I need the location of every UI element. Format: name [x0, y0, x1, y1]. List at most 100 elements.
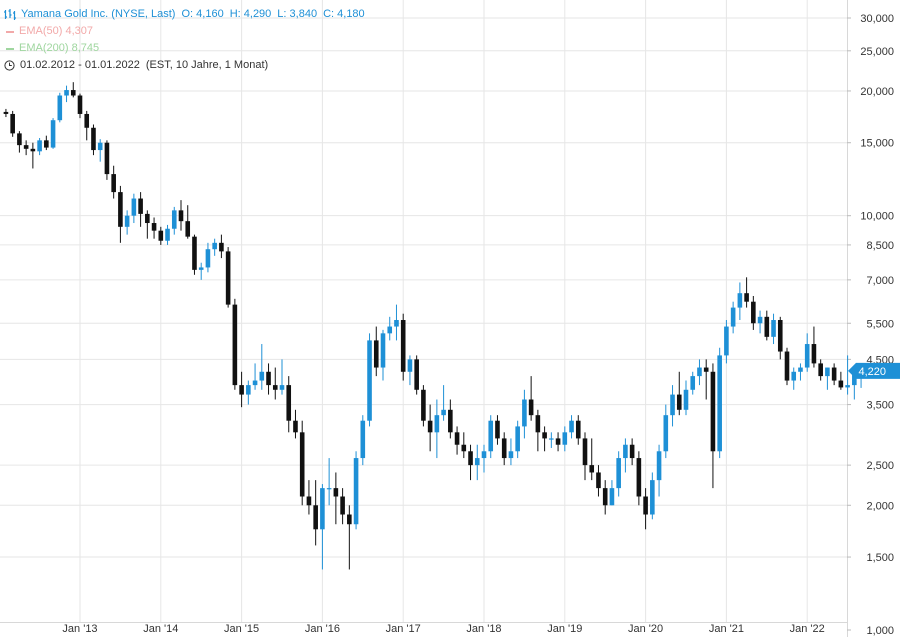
candle: [582, 438, 588, 466]
symbol-row: Yamana Gold Inc. (NYSE, Last) O: 4,160 H…: [4, 6, 365, 23]
candle: [97, 142, 103, 151]
candle: [724, 326, 729, 356]
y-tick-label: 10,000: [860, 211, 894, 223]
ema50-swatch: [6, 30, 14, 33]
close-label: C:: [323, 8, 335, 20]
candle: [219, 242, 224, 252]
y-tick-label: 8,500: [866, 240, 894, 252]
candle: [171, 210, 177, 229]
low-value: 3,840: [289, 8, 318, 20]
candle: [636, 458, 642, 497]
candle: [730, 307, 736, 327]
candle: [178, 210, 184, 222]
candle: [427, 420, 433, 433]
candle: [495, 420, 500, 439]
candle: [468, 451, 473, 466]
ema200-legend[interactable]: EMA(200) 8,745: [4, 40, 365, 57]
candle: [811, 344, 817, 364]
candle: [535, 415, 541, 433]
candle: [293, 420, 298, 433]
candle: [57, 95, 63, 121]
candle: [326, 488, 332, 490]
candle: [37, 140, 42, 152]
x-tick-label: Jan '14: [143, 623, 178, 635]
candle: [555, 438, 561, 445]
candle: [804, 344, 810, 368]
candle: [683, 389, 689, 410]
candle: [616, 458, 621, 489]
candle: [751, 301, 756, 324]
candles-group: [3, 82, 864, 570]
candle: [596, 472, 601, 489]
y-tick-label: 1,500: [866, 552, 894, 564]
candle: [259, 371, 265, 381]
y-tick-label: 20,000: [860, 86, 894, 98]
candle: [165, 228, 170, 241]
candle: [791, 371, 797, 381]
candle: [306, 496, 312, 506]
candle: [44, 140, 49, 148]
candle: [138, 198, 143, 214]
candle: [23, 145, 29, 149]
candle: [400, 320, 406, 372]
candle: [185, 221, 191, 237]
candle: [690, 376, 696, 390]
ema50-label: EMA(50): [19, 25, 63, 37]
candle: [320, 488, 325, 530]
candle: [488, 420, 494, 452]
candle: [30, 148, 36, 152]
candle: [629, 444, 635, 459]
x-tick-label: Jan '20: [628, 623, 663, 635]
clock-icon: [4, 60, 15, 71]
bar-chart-icon[interactable]: [4, 9, 16, 20]
candle: [407, 359, 413, 372]
candle: [818, 363, 823, 377]
candle: [831, 367, 837, 381]
y-tick-label: 3,500: [866, 400, 894, 412]
candle: [569, 420, 574, 433]
candle: [50, 120, 56, 148]
y-tick-label: 7,000: [866, 275, 894, 287]
close-value: 4,180: [337, 8, 365, 20]
candle: [239, 385, 244, 395]
candle: [508, 451, 514, 459]
candle: [340, 496, 345, 515]
candle: [286, 385, 292, 421]
candle: [17, 133, 22, 146]
candle: [602, 488, 608, 506]
candle: [522, 399, 527, 427]
ema200-value: 8,745: [71, 42, 100, 54]
ema50-legend[interactable]: EMA(50) 4,307: [4, 23, 365, 40]
candle: [609, 488, 615, 506]
x-tick-label: Jan '16: [305, 623, 340, 635]
candle: [360, 420, 366, 459]
candle: [205, 249, 211, 268]
candle: [575, 420, 581, 439]
candle: [845, 385, 850, 388]
candle: [515, 426, 520, 452]
candle: [151, 223, 157, 231]
candle: [421, 389, 426, 421]
candle: [246, 385, 251, 395]
x-tick-label: Jan '18: [466, 623, 501, 635]
ema200-label: EMA(200): [19, 42, 69, 54]
candle: [474, 458, 480, 466]
y-tick-label: 25,000: [860, 46, 894, 58]
candle: [387, 326, 393, 334]
x-tick-label: Jan '17: [386, 623, 421, 635]
last-price-tag: [848, 362, 900, 379]
date-range-row[interactable]: 01.02.2012 - 01.01.2022 (EST, 10 Jahre, …: [4, 57, 365, 74]
candle: [84, 113, 90, 128]
x-tick-label: Jan '19: [547, 623, 582, 635]
candle: [448, 409, 453, 433]
candle: [717, 355, 722, 452]
candle: [670, 394, 675, 416]
candle: [394, 320, 399, 327]
candle: [528, 399, 534, 416]
x-tick-label: Jan '21: [709, 623, 744, 635]
candle: [266, 371, 271, 386]
candle: [798, 367, 803, 372]
candle: [145, 213, 150, 224]
